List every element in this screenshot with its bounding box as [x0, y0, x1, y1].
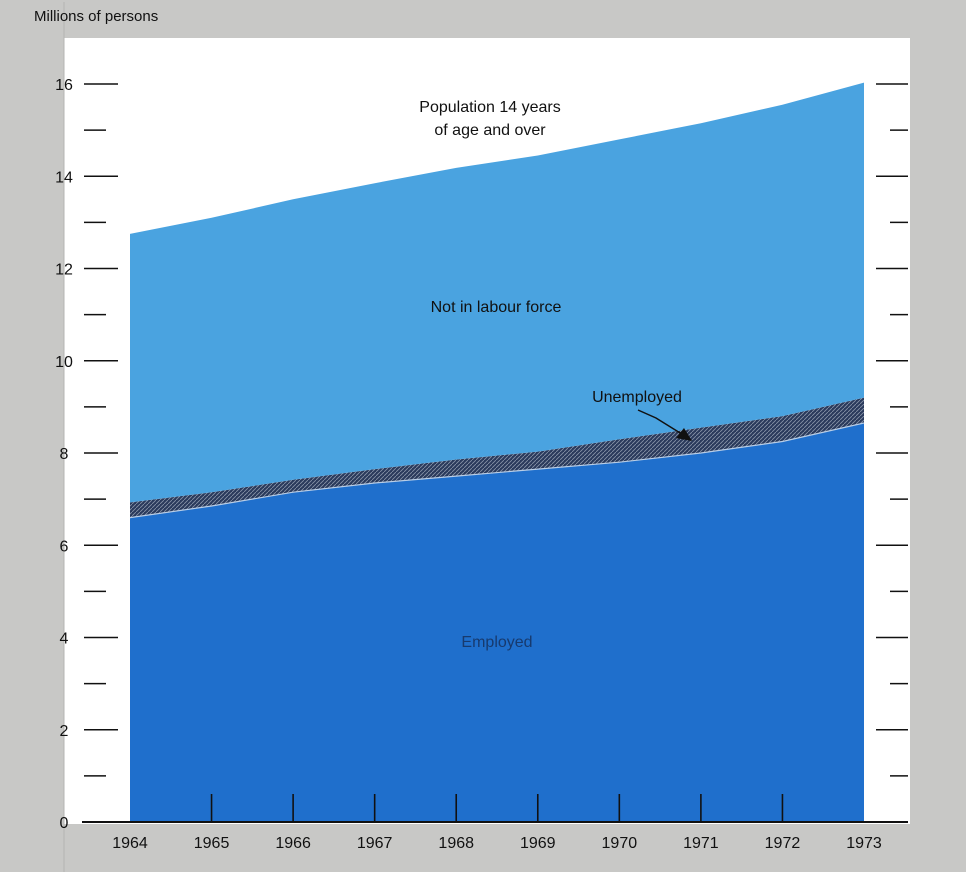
y-tick-label: 12 [55, 262, 73, 279]
y-axis-label: Millions of persons [34, 8, 158, 25]
x-tick-label: 1970 [602, 835, 638, 852]
y-tick-label: 6 [60, 538, 69, 555]
x-tick-label: 1969 [520, 835, 556, 852]
not-in-labour-force-label: Not in labour force [431, 299, 562, 316]
y-tick-label: 14 [55, 169, 73, 186]
y-tick-label: 2 [60, 723, 69, 740]
unemployed-arrow [637, 409, 692, 441]
x-tick-label: 1967 [357, 835, 393, 852]
y-tick-label: 10 [55, 354, 73, 371]
x-tick-label: 1968 [438, 835, 474, 852]
x-tick-label: 1971 [683, 835, 719, 852]
employed-label: Employed [461, 634, 532, 651]
y-tick-label: 8 [60, 446, 69, 463]
population-label-line2: of age and over [434, 122, 546, 139]
x-tick-label: 1965 [194, 835, 230, 852]
x-tick-label: 1973 [846, 835, 882, 852]
population-label-line1: Population 14 years [419, 99, 560, 116]
y-tick-label: 4 [60, 631, 69, 648]
unemployed-label: Unemployed [592, 389, 682, 406]
area-layers [129, 82, 865, 822]
x-tick-label: 1966 [275, 835, 311, 852]
y-tick-label: 0 [60, 815, 69, 832]
x-tick-label: 1972 [765, 835, 801, 852]
axes: 0 2 4 6 8 10 12 14 16 1964 1965 1966 1967 1968 1969 197… [55, 2, 908, 872]
employed-area [130, 423, 864, 822]
unemployed-area [130, 397, 864, 518]
y-tick-label: 16 [55, 77, 73, 94]
not-in-labour-force-area [130, 82, 864, 503]
employed-boundary-line [129, 422, 865, 519]
x-tick-label: 1964 [112, 835, 148, 852]
